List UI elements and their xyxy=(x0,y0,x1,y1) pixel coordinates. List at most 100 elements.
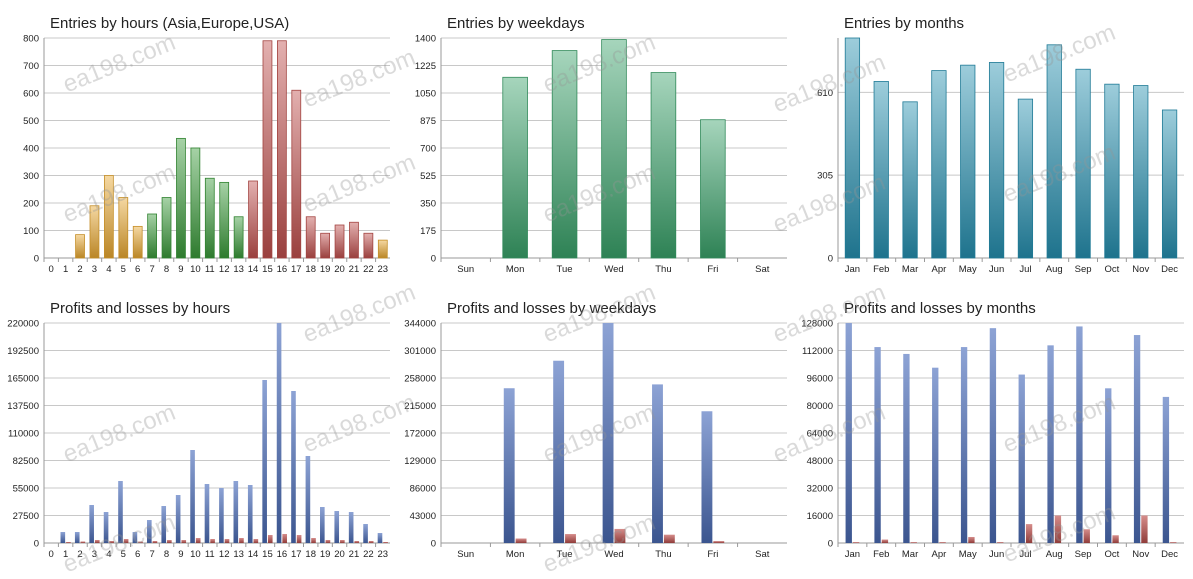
x-tick-label: Jun xyxy=(989,549,1004,560)
profit-bar xyxy=(320,507,325,543)
chart-svg: Entries by hours (Asia,Europe,USA)010020… xyxy=(23,15,390,275)
y-tick-label: 112000 xyxy=(802,346,833,357)
x-tick-label: 20 xyxy=(334,264,345,275)
profit-bar xyxy=(147,520,152,543)
loss-bar xyxy=(80,541,86,543)
loss-bar xyxy=(1112,535,1119,543)
bar xyxy=(844,37,861,259)
x-tick-label: 18 xyxy=(305,549,316,560)
loss-bar xyxy=(109,541,114,543)
x-tick-label: 8 xyxy=(164,549,169,560)
profit-bar xyxy=(845,323,852,543)
y-tick-label: 400 xyxy=(23,144,39,155)
y-tick-label: 86000 xyxy=(410,484,436,495)
x-tick-label: 15 xyxy=(262,264,273,275)
loss-bar xyxy=(354,541,360,543)
x-tick-label: Mar xyxy=(902,549,918,560)
x-tick-label: 10 xyxy=(190,264,201,275)
entries-by-hours-chart: Entries by hours (Asia,Europe,USA) 0 100 20… xyxy=(0,0,397,285)
x-tick-label: 3 xyxy=(92,549,97,560)
x-tick-label: 19 xyxy=(320,549,331,560)
bar xyxy=(248,180,258,259)
profit-bar xyxy=(1133,335,1141,543)
x-tick-label: Thu xyxy=(655,264,671,275)
bar xyxy=(147,213,157,259)
profit-bar xyxy=(118,481,123,543)
profit-bar xyxy=(363,524,368,543)
x-tick-label: 5 xyxy=(121,549,126,560)
loss-bar xyxy=(181,540,187,543)
loss-bar xyxy=(195,538,201,543)
chart-title: Profits and losses by hours xyxy=(50,300,230,317)
y-tick-label: 525 xyxy=(420,171,436,182)
x-tick-label: 4 xyxy=(106,549,111,560)
profit-bar xyxy=(960,347,968,543)
x-tick-label: 1 xyxy=(63,549,68,560)
y-tick-label: 16000 xyxy=(807,511,833,522)
x-tick-label: 5 xyxy=(121,264,126,275)
profit-bar xyxy=(132,532,138,543)
bar xyxy=(931,70,947,259)
loss-bar xyxy=(1083,529,1090,543)
loss-bar xyxy=(565,534,576,543)
entries-by-weekdays-chart: Entries by weekdays 0 175 350 525 700 875 1050 1… xyxy=(397,0,794,285)
loss-bar xyxy=(939,542,946,543)
profit-bar xyxy=(103,512,109,543)
bar xyxy=(1075,68,1091,259)
chart-svg: Profits and losses by weekdays 0 43000 8600… xyxy=(404,300,787,560)
y-tick-label: 0 xyxy=(828,254,833,265)
loss-bar xyxy=(94,540,100,543)
y-tick-label: 258000 xyxy=(404,374,436,385)
x-tick-label: 7 xyxy=(149,264,154,275)
profits-losses-by-hours-chart: Profits and losses by hours 0 27500 55000 82… xyxy=(0,285,397,570)
chart-title: Entries by weekdays xyxy=(447,15,585,32)
x-tick-label: 11 xyxy=(205,264,215,275)
y-tick-label: 96000 xyxy=(807,374,833,385)
bar xyxy=(233,216,244,259)
chart-svg: Entries by months 0 305 610 Jan Feb Mar Apr May J… xyxy=(817,15,1184,275)
x-tick-label: Sun xyxy=(457,264,474,275)
x-tick-label: Sat xyxy=(755,264,770,275)
loss-bar xyxy=(1025,524,1033,543)
y-tick-label: 800 xyxy=(23,34,39,45)
x-tick-label: Sep xyxy=(1075,264,1092,275)
y-tick-label: 43000 xyxy=(410,511,436,522)
y-tick-label: 27500 xyxy=(13,511,39,522)
y-tick-label: 128000 xyxy=(801,319,833,330)
profit-bar xyxy=(348,512,354,543)
x-tick-label: 9 xyxy=(178,549,183,560)
y-tick-label: 55000 xyxy=(13,484,39,495)
profit-bar xyxy=(219,488,224,543)
x-tick-label: May xyxy=(959,549,977,560)
y-tick-label: 100 xyxy=(23,226,39,237)
x-tick-label: Dec xyxy=(1161,549,1178,560)
x-tick-label: Fri xyxy=(707,264,718,275)
loss-bar xyxy=(210,539,215,543)
y-tick-label: 1225 xyxy=(415,61,436,72)
chart-svg: Entries by weekdays 0 175 350 525 700 875 1050 1… xyxy=(415,15,787,275)
x-tick-label: Aug xyxy=(1046,264,1063,275)
y-tick-label: 344000 xyxy=(404,319,436,330)
x-tick-label: Wed xyxy=(604,549,623,560)
chart-title: Profits and losses by months xyxy=(844,300,1036,317)
x-tick-label: 12 xyxy=(219,264,230,275)
profit-bar xyxy=(1105,388,1112,543)
loss-bar xyxy=(325,540,331,543)
profit-bar xyxy=(60,532,66,543)
x-tick-label: 19 xyxy=(320,264,331,275)
x-tick-label: 1 xyxy=(63,264,68,275)
bar xyxy=(1133,85,1149,259)
y-tick-label: 48000 xyxy=(807,456,833,467)
bar xyxy=(988,62,1005,259)
x-tick-label: 20 xyxy=(334,549,345,560)
x-tick-label: 3 xyxy=(92,264,97,275)
loss-bar xyxy=(311,538,316,543)
chart-title: Entries by months xyxy=(844,15,964,32)
x-tick-label: 2 xyxy=(77,264,82,275)
x-tick-label: Mar xyxy=(902,264,918,275)
y-tick-label: 1050 xyxy=(415,89,436,100)
loss-bar xyxy=(152,541,158,543)
bar xyxy=(75,234,85,259)
y-tick-label: 32000 xyxy=(807,484,833,495)
y-tick-label: 0 xyxy=(431,539,436,550)
